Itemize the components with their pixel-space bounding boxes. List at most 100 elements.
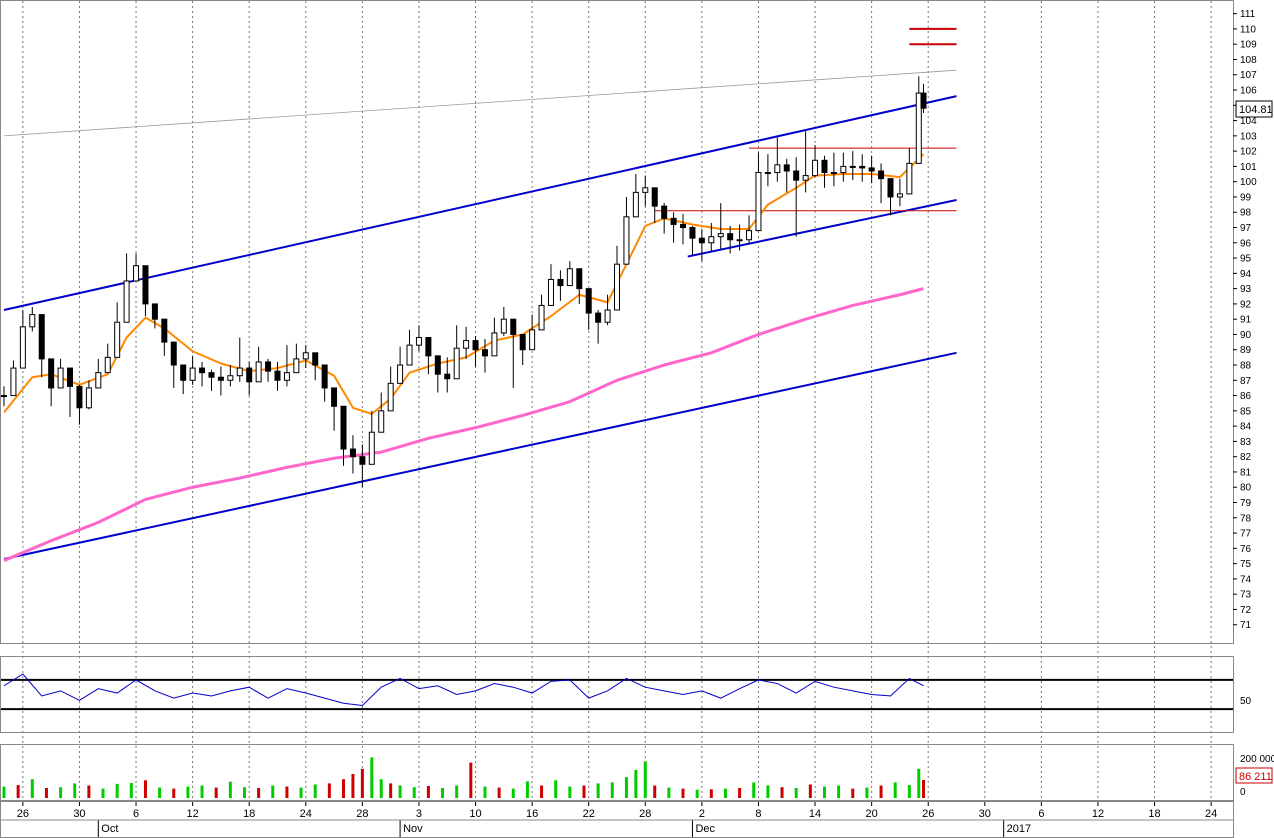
candle-up xyxy=(802,175,809,181)
y-tick-label: 104 xyxy=(1240,116,1257,127)
y-tick-label: 74 xyxy=(1240,574,1252,585)
month-label: Nov xyxy=(403,823,423,835)
candle-down xyxy=(481,349,488,357)
volume-bar xyxy=(525,781,529,798)
volume-tick-top: 200 000 xyxy=(1240,754,1274,765)
candle-down xyxy=(585,288,592,314)
candle-down xyxy=(727,233,734,241)
candle-down xyxy=(887,178,894,198)
volume-bar xyxy=(73,783,77,798)
x-tick-label: 24 xyxy=(1205,808,1217,820)
x-tick-label: 28 xyxy=(356,808,368,820)
slow-moving-average xyxy=(3,287,924,562)
candle-up xyxy=(623,216,630,265)
candle-up xyxy=(133,265,140,282)
candle-down xyxy=(557,278,564,287)
candle-down xyxy=(76,385,83,409)
price-panel xyxy=(0,0,1234,644)
candle-down xyxy=(576,268,583,290)
candle-up xyxy=(915,92,922,164)
candle-up xyxy=(840,165,847,174)
y-tick-label: 75 xyxy=(1240,559,1252,570)
candle-up xyxy=(746,230,753,241)
x-tick-label: 8 xyxy=(755,808,761,820)
y-tick-label: 111 xyxy=(1240,9,1256,20)
candle-down xyxy=(680,223,687,229)
volume-bar xyxy=(44,788,48,798)
y-tick-label: 92 xyxy=(1240,299,1252,310)
y-tick-label: 99 xyxy=(1240,192,1252,203)
oscillator-line xyxy=(3,673,924,706)
y-tick-label: 88 xyxy=(1240,361,1252,372)
y-tick-label: 83 xyxy=(1240,437,1252,448)
y-tick-label: 81 xyxy=(1240,467,1252,478)
candle-down xyxy=(142,265,149,305)
volume-bar xyxy=(299,787,303,798)
last-volume-tag-box xyxy=(1235,767,1273,784)
candle-down xyxy=(661,205,668,219)
candle-down xyxy=(793,170,800,181)
candle-up xyxy=(415,337,422,346)
candle-up xyxy=(453,347,460,380)
candle-down xyxy=(698,237,705,244)
volume-bar xyxy=(667,787,671,798)
oscillator-panel xyxy=(0,656,1234,733)
volume-bar xyxy=(200,785,204,798)
y-tick-label: 109 xyxy=(1240,40,1257,51)
date-axis: 26 30 6 12 18 24 28 3 10 16 22 28 2 8 14 20 26 30 6 12 18 24O… xyxy=(1,802,1233,837)
horizontal-levels xyxy=(654,27,957,212)
volume-bar xyxy=(342,779,346,798)
candle-up xyxy=(368,431,375,465)
candle-up xyxy=(500,318,507,334)
x-tick-label: 2 xyxy=(699,808,705,820)
volume-bar xyxy=(610,782,614,798)
candle-up xyxy=(397,364,404,384)
candle-down xyxy=(783,164,790,172)
y-tick-label: 102 xyxy=(1240,147,1257,158)
candle-up xyxy=(547,278,554,306)
y-tick-label: 86 xyxy=(1240,391,1252,402)
candle-up xyxy=(755,172,762,232)
volume-bar xyxy=(186,786,190,798)
candle-up xyxy=(529,329,536,351)
volume-bar xyxy=(257,788,261,798)
candle-up xyxy=(604,309,611,323)
x-tick-label: 3 xyxy=(416,808,422,820)
y-tick-label: 97 xyxy=(1240,223,1252,234)
candle-up xyxy=(57,367,64,389)
month-label: Oct xyxy=(101,823,118,835)
y-tick-label: 101 xyxy=(1240,162,1257,173)
candle-up xyxy=(302,352,309,360)
candle-up xyxy=(293,358,300,374)
x-tick-label: 22 xyxy=(583,808,595,820)
volume-bar xyxy=(634,769,638,798)
volume-bar xyxy=(511,788,515,798)
volume-bar xyxy=(87,785,91,798)
volume-bar xyxy=(554,780,558,798)
last-price-tag-box xyxy=(1235,100,1273,118)
y-tick-label: 76 xyxy=(1240,544,1252,555)
volume-bar xyxy=(115,783,119,798)
candle-up xyxy=(632,191,639,218)
candle-up xyxy=(896,193,903,198)
month-label: Dec xyxy=(695,823,715,835)
volume-bar xyxy=(643,761,647,798)
volume-bar xyxy=(922,780,925,798)
volume-bar xyxy=(624,777,628,798)
candle-up xyxy=(614,263,620,311)
x-tick-label: 30 xyxy=(73,808,85,820)
volume-bar xyxy=(738,788,742,798)
y-tick-label: 90 xyxy=(1240,330,1252,341)
candle-up xyxy=(830,172,837,175)
candle-down xyxy=(180,364,187,381)
volume-panel xyxy=(0,744,1234,801)
candle-down xyxy=(151,303,158,320)
y-tick-label: 87 xyxy=(1240,376,1252,387)
volume-bar xyxy=(568,786,572,798)
candle-down xyxy=(246,367,253,383)
candle-down xyxy=(595,312,602,323)
candle-up xyxy=(463,340,470,349)
candle-up xyxy=(10,367,17,397)
candle-up xyxy=(95,372,102,389)
